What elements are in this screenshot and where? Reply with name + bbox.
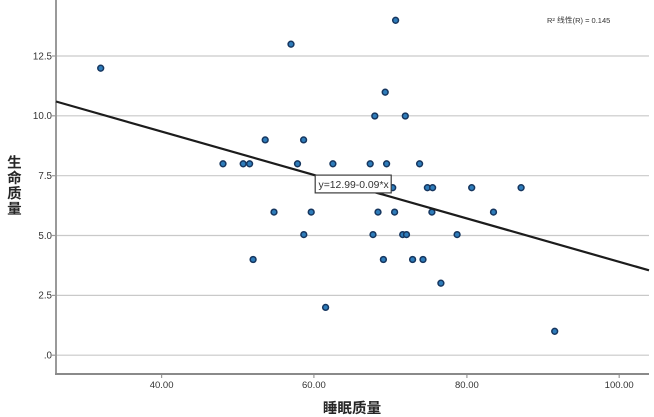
svg-text:y=12.99-0.09*x: y=12.99-0.09*x <box>319 180 390 191</box>
svg-text:(R) = 0.145: (R) = 0.145 <box>573 16 611 25</box>
svg-text:2.5: 2.5 <box>38 291 52 302</box>
svg-text:.0: .0 <box>44 351 53 362</box>
svg-text:7.5: 7.5 <box>38 171 52 182</box>
svg-text:100.00: 100.00 <box>605 380 634 391</box>
svg-text:12.5: 12.5 <box>33 51 53 62</box>
svg-text:R²: R² <box>547 16 555 25</box>
svg-text:40.00: 40.00 <box>150 380 174 391</box>
svg-text:10.0: 10.0 <box>33 111 53 122</box>
svg-text:60.00: 60.00 <box>302 380 326 391</box>
svg-text:80.00: 80.00 <box>455 380 479 391</box>
svg-text:5.0: 5.0 <box>38 231 52 242</box>
